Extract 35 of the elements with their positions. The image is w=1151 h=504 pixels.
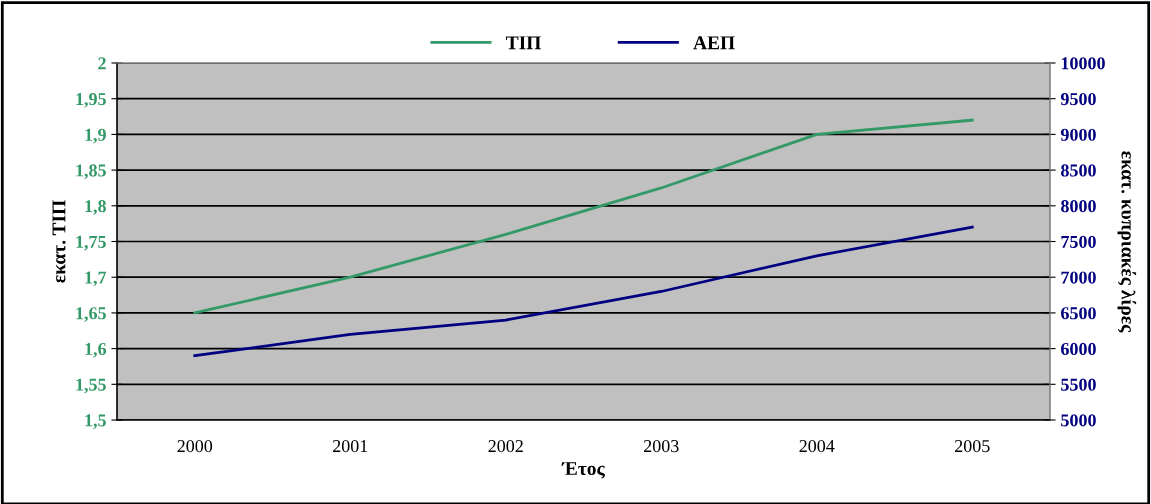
x-tick-label: 2002 [488, 439, 523, 453]
y-tick-label: 1,8 [85, 200, 106, 215]
y-tick-label: 1,95 [76, 93, 106, 108]
x-tick-label: 2001 [332, 439, 368, 453]
x-axis-title: Έτος [561, 462, 605, 479]
y2-tick-label: 8500 [1061, 164, 1096, 177]
x-tick-label: 2003 [643, 439, 679, 453]
line-series [193, 118, 974, 315]
y2-tick-label: 9500 [1060, 92, 1096, 106]
y2-tick-label: 7000 [1061, 271, 1096, 284]
y2-tick-label: 6500 [1061, 307, 1096, 320]
y2-tick-label: 10000 [1061, 57, 1105, 70]
legend-label: ΑΕΠ [693, 36, 735, 50]
y2-tick-label: 5500 [1061, 378, 1096, 391]
y2-tick-label: 8000 [1061, 200, 1096, 213]
legend-label: ΤΙΠ [506, 36, 541, 50]
y-tick-label: 1,65 [76, 307, 106, 322]
y-axis-title: εκατ. ΤΙΠ [52, 200, 66, 283]
y-tick-label: 1,5 [85, 414, 106, 430]
y-tick-label: 1,75 [76, 235, 106, 251]
y-tick-label: 1,6 [85, 342, 107, 358]
y-tick-label: 1,85 [76, 164, 106, 180]
y2-tick-label: 7500 [1061, 235, 1096, 248]
line-series [193, 225, 974, 358]
x-tick-label: 2005 [954, 439, 990, 453]
x-tick-label: 2004 [799, 439, 835, 453]
y2-axis-title: εκατ. κυπριακές λίρες [1117, 151, 1137, 333]
y2-tick-label: 5000 [1061, 414, 1096, 427]
y2-tick-label: 6000 [1061, 342, 1096, 356]
y2-tick-label: 9000 [1060, 128, 1096, 141]
y-tick-label: 2 [98, 57, 106, 70]
y-tick-label: 1,9 [85, 128, 106, 144]
y-tick-label: 1,55 [76, 378, 106, 394]
y-tick-label: 1,7 [85, 271, 107, 287]
x-tick-label: 2000 [177, 439, 213, 453]
